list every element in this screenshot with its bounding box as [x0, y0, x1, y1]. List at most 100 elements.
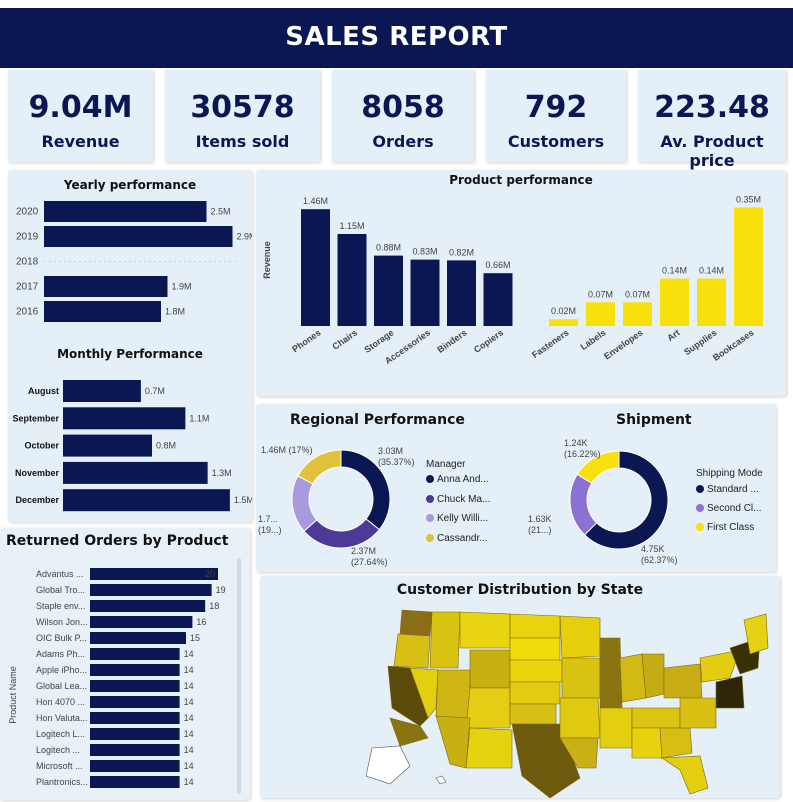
bar [447, 260, 476, 326]
value-label: (35.37%) [378, 457, 415, 467]
value-label: 0.7M [145, 386, 165, 396]
category-label: OIC Bulk P... [36, 633, 87, 643]
value-label: 14 [184, 777, 194, 787]
returns-bar-chart: Advantus ... 20 Global Tro... 19 Staple env.… [8, 568, 226, 788]
map-region [509, 703, 557, 725]
value-label: 2.9M [237, 232, 253, 242]
category-label: Wilson Jon... [36, 617, 88, 627]
map-region [389, 717, 429, 747]
value-label: 20 [205, 569, 215, 579]
kpi-value: 223.48 [654, 90, 770, 125]
time-performance-panel: Yearly performance 20202.5M20192.9M20182… [8, 170, 252, 522]
value-label: 0.07M [625, 289, 650, 299]
category-label: 2018 [16, 257, 39, 268]
value-label: 19 [216, 585, 226, 595]
kpi-value: 30578 [190, 90, 295, 125]
map-region [599, 707, 633, 749]
category-label: Global Tro... [36, 585, 85, 595]
hawaii-outline [435, 775, 447, 785]
kpi-card-orders: 8058 Orders [332, 70, 474, 162]
bar [90, 744, 180, 756]
value-label: 1.7... [258, 514, 278, 524]
category-label: Envelopes [602, 327, 645, 361]
bar [63, 461, 208, 484]
map-title: Customer Distribution by State [396, 582, 644, 598]
returns-scrollbar[interactable] [237, 558, 241, 794]
map-region [663, 663, 703, 699]
category-label: Logitech L... [36, 729, 85, 739]
category-label: Storage [362, 327, 395, 354]
kpi-value: 9.04M [28, 90, 133, 125]
shipment-legend-title: Shipping Mode [696, 468, 763, 479]
map-region [465, 687, 511, 729]
legend-item[interactable]: Anna And... [426, 474, 489, 485]
category-label: Plantronics... [36, 777, 88, 787]
category-label: Bookcases [711, 327, 756, 362]
category-label: Copiers [472, 327, 505, 354]
bar [90, 728, 180, 740]
value-label: 14 [184, 745, 194, 755]
value-label: (21...) [528, 525, 552, 535]
value-label: 0.88M [376, 243, 401, 253]
legend-dot [426, 533, 434, 542]
bar [63, 434, 152, 457]
donut-slice [297, 449, 342, 485]
legend-item[interactable]: Cassandr... [426, 533, 488, 544]
product-bar-chart: Revenue 1.46M Phones 1.15M Chairs 0.88M Storag… [262, 194, 763, 366]
value-label: 1.63K [528, 514, 552, 524]
bar [90, 584, 212, 596]
value-label: 3.03M [378, 446, 403, 456]
map-region [599, 637, 623, 709]
legend-item[interactable]: Chuck Ma... [426, 494, 490, 505]
monthly-bar-chart: August 0.7M September 1.1M October 0.8M Novemb… [12, 380, 252, 512]
legend-label: First Class [707, 522, 755, 533]
value-label: (19...) [258, 525, 282, 535]
category-label: Apple iPho... [36, 665, 87, 675]
donut-slice [583, 450, 669, 550]
product-performance-panel: Product performance Revenue 1.46M Phones 1.… [256, 170, 786, 396]
kpi-value: 8058 [361, 90, 445, 125]
report-header: SALES REPORT [0, 8, 793, 68]
bar [44, 276, 168, 297]
map-region [469, 649, 511, 689]
category-label: 2016 [16, 307, 39, 318]
map-region [509, 681, 561, 705]
bar [374, 255, 403, 326]
bar [90, 712, 180, 724]
category-label: Global Lea... [36, 681, 87, 691]
value-label: 4.75K [641, 544, 665, 554]
legend-dot [696, 485, 704, 494]
returns-title: Returned Orders by Product [6, 533, 229, 549]
legend-dot [426, 494, 434, 503]
value-label: 0.83M [412, 247, 437, 257]
bar [90, 600, 206, 612]
value-label: 14 [184, 761, 194, 771]
product-axis-label: Revenue [262, 241, 272, 279]
value-label: 14 [184, 681, 194, 691]
shipment-title: Shipment [616, 412, 692, 428]
bar [44, 226, 233, 247]
map-region [641, 653, 665, 699]
value-label: 1.24K [564, 438, 588, 448]
legend-item[interactable]: Standard ... [696, 484, 759, 495]
map-region [631, 707, 681, 729]
legend-item[interactable]: Kelly Willi... [426, 513, 488, 524]
value-label: 1.46M (17%) [261, 445, 313, 455]
map-region [659, 727, 693, 759]
legend-item[interactable]: Second Cl... [696, 503, 761, 514]
bar [549, 319, 578, 326]
kpi-label: Av. Product price [660, 132, 764, 170]
category-label: Chairs [330, 327, 359, 351]
category-label: Adams Ph... [36, 649, 85, 659]
bar [90, 776, 180, 788]
regional-shipment-panel: Regional Performance Shipment 3.03M (35.3… [256, 404, 776, 572]
regional-title: Regional Performance [290, 412, 465, 428]
category-label: Phones [290, 327, 322, 354]
value-label: 16 [196, 617, 206, 627]
bar [301, 209, 330, 326]
map-region [393, 633, 431, 669]
category-label: November [15, 468, 60, 478]
legend-item[interactable]: First Class [696, 522, 754, 533]
value-label: 0.35M [736, 194, 761, 204]
value-label: 18 [209, 601, 219, 611]
